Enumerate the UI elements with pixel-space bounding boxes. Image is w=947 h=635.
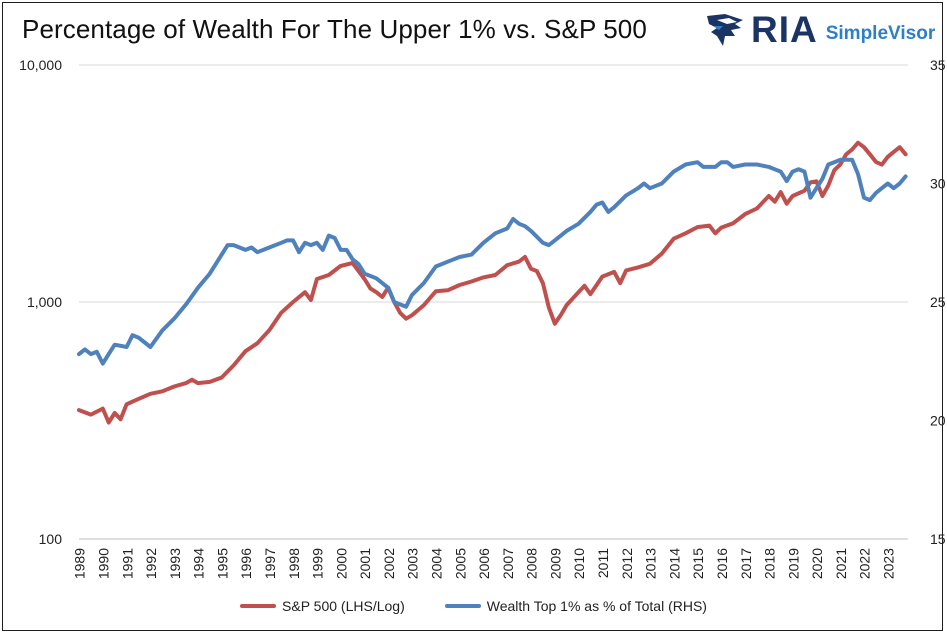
left-axis: 100 1,000 10,000 [19, 57, 62, 547]
x-tick-label: 1989 [72, 548, 88, 579]
x-tick-label: 1998 [286, 548, 302, 579]
x-tick-label: 2018 [762, 548, 778, 579]
left-tick-label: 100 [39, 531, 63, 547]
x-axis: 1989 1990 1991 1992 1993 1994 1995 1996 1997 1998… [72, 548, 897, 579]
x-tick-label: 1995 [214, 548, 230, 579]
x-tick-label: 2017 [738, 548, 754, 579]
x-tick-label: 2014 [666, 548, 682, 579]
x-tick-label: 2000 [333, 548, 349, 579]
x-tick-label: 2007 [500, 548, 516, 579]
x-tick-label: 1993 [167, 548, 183, 579]
x-tick-label: 2023 [880, 548, 896, 579]
left-tick-label: 10,000 [19, 57, 62, 73]
right-tick-label: 35 [930, 57, 946, 73]
x-tick-label: 2002 [381, 548, 397, 579]
x-tick-label: 2008 [524, 548, 540, 579]
x-tick-label: 2015 [690, 548, 706, 579]
legend-label-wealth: Wealth Top 1% as % of Total (RHS) [486, 598, 707, 614]
legend-item-sp500: S&P 500 (LHS/Log) [240, 598, 405, 614]
x-tick-label: 2013 [643, 548, 659, 579]
legend: S&P 500 (LHS/Log) Wealth Top 1% as % of … [0, 598, 947, 614]
eagle-icon [707, 14, 743, 46]
x-tick-label: 2005 [452, 548, 468, 579]
x-tick-label: 1990 [95, 548, 111, 579]
x-tick-label: 1991 [119, 548, 135, 579]
wealth-share-series-line [77, 157, 908, 366]
x-tick-label: 2021 [833, 548, 849, 579]
right-tick-label: 30 [930, 176, 946, 192]
x-tick-label: 2006 [476, 548, 492, 579]
x-tick-label: 2012 [619, 548, 635, 579]
x-tick-label: 1996 [238, 548, 254, 579]
x-tick-label: 2022 [857, 548, 873, 579]
legend-item-wealth: Wealth Top 1% as % of Total (RHS) [444, 598, 707, 614]
left-tick-label: 1,000 [27, 294, 62, 310]
x-tick-label: 2019 [785, 548, 801, 579]
x-tick-label: 2009 [547, 548, 563, 579]
legend-swatch-wealth [444, 604, 481, 608]
legend-label-sp500: S&P 500 (LHS/Log) [282, 598, 405, 614]
x-tick-label: 2001 [357, 548, 373, 579]
x-tick-label: 1999 [310, 548, 326, 579]
chart-title: Percentage of Wealth For The Upper 1% vs… [22, 14, 647, 44]
simplevisor-logo-text: SimpleVisor [825, 23, 936, 44]
legend-swatch-sp500 [240, 604, 277, 608]
x-tick-label: 2011 [595, 548, 611, 578]
x-tick-label: 2003 [405, 548, 421, 579]
sp500-series-line [77, 140, 908, 425]
x-tick-label: 1994 [191, 548, 207, 579]
x-tick-label: 1992 [143, 548, 159, 579]
ria-logo-text: RIA [751, 9, 818, 50]
ria-logo: RIA SimpleVisor [705, 9, 936, 50]
x-tick-label: 2004 [429, 548, 445, 579]
right-tick-label: 15 [930, 531, 946, 547]
x-tick-label: 1997 [262, 548, 278, 579]
grid-lines [79, 64, 908, 540]
right-tick-label: 25 [930, 294, 946, 310]
right-tick-label: 20 [930, 413, 946, 429]
right-axis: 15 20 25 30 35 [930, 57, 946, 547]
series-group [77, 140, 908, 425]
x-tick-label: 2016 [714, 548, 730, 579]
x-tick-label: 2020 [809, 548, 825, 579]
x-tick-label: 2010 [571, 548, 587, 579]
